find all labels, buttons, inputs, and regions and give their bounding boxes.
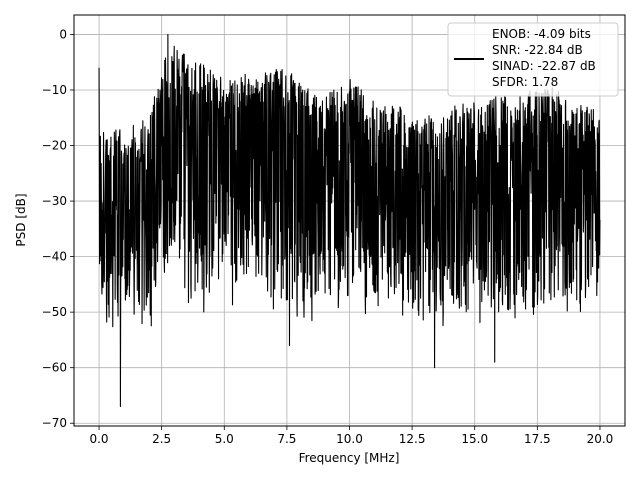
tick-layer: 0.0 2.5 5.0 7.5 10.0 12.5 15.0 17.5 20.0 0 −10 −20 −… [42, 27, 614, 446]
y-tick-label: −50 [42, 305, 67, 319]
y-tick-label: −20 [42, 139, 67, 153]
y-tick-label: −40 [42, 250, 67, 264]
y-tick-label: −70 [42, 416, 67, 430]
x-tick-label: 10.0 [336, 432, 363, 446]
y-tick-label: −10 [42, 83, 67, 97]
x-tick-label: 15.0 [461, 432, 488, 446]
x-tick-label: 20.0 [587, 432, 614, 446]
x-tick-label: 0.0 [89, 432, 108, 446]
x-tick-label: 7.5 [277, 432, 296, 446]
x-tick-label: 12.5 [399, 432, 426, 446]
y-tick-label: −30 [42, 194, 67, 208]
data-layer [98, 33, 601, 408]
legend-entry-sinad: SINAD: -22.87 dB [492, 59, 596, 73]
legend-box [447, 22, 619, 97]
x-tick-label: 2.5 [152, 432, 171, 446]
legend-entry-sfdr: SFDR: 1.78 [492, 75, 558, 89]
x-tick-label: 5.0 [215, 432, 234, 446]
y-axis-label: PSD [dB] [14, 193, 28, 246]
psd-series-line [98, 33, 601, 408]
x-tick-label: 17.5 [524, 432, 551, 446]
legend: ENOB: -4.09 bits SNR: -22.84 dB SINAD: -… [447, 22, 619, 97]
x-axis-label: Frequency [MHz] [299, 451, 400, 465]
y-tick-label: −60 [42, 361, 67, 375]
y-tick-label: 0 [59, 27, 67, 41]
legend-entry-enob: ENOB: -4.09 bits [492, 27, 591, 41]
legend-entry-snr: SNR: -22.84 dB [492, 43, 583, 57]
